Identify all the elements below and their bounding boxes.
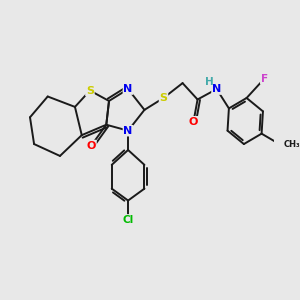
- Text: O: O: [189, 117, 198, 127]
- Text: H: H: [206, 76, 214, 87]
- Text: S: S: [160, 93, 167, 103]
- Text: N: N: [212, 84, 221, 94]
- Text: CH₃: CH₃: [284, 140, 300, 148]
- Text: S: S: [86, 85, 94, 96]
- Text: F: F: [261, 74, 268, 84]
- Text: Cl: Cl: [122, 215, 134, 225]
- Text: O: O: [87, 140, 96, 151]
- Text: N: N: [124, 126, 133, 136]
- Text: N: N: [124, 84, 133, 94]
